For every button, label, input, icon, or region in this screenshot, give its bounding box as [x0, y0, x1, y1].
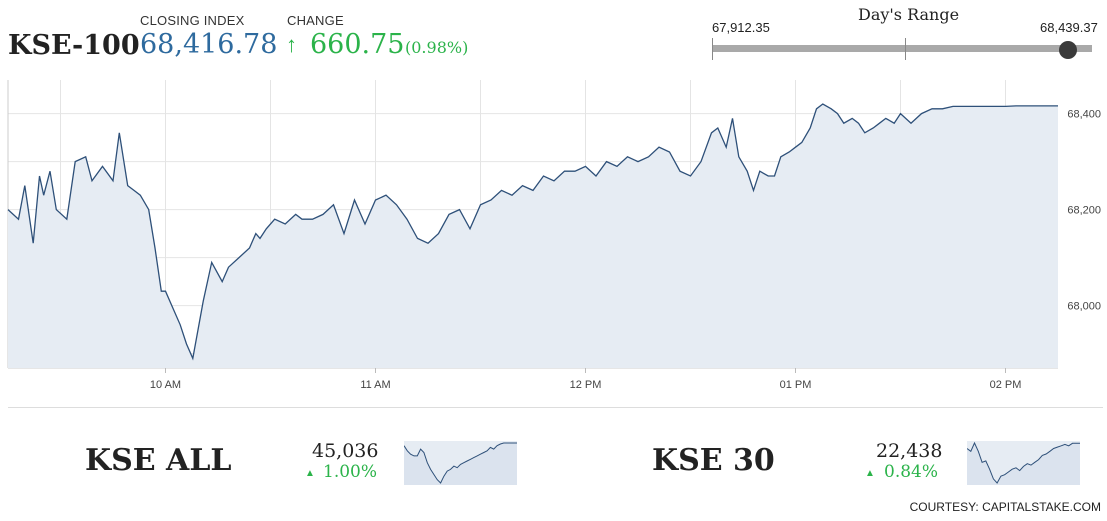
x-tick-label: 01 PM: [780, 379, 812, 391]
kse-30-value: 22,438: [876, 440, 943, 462]
x-tick-label: 12 PM: [570, 379, 602, 391]
days-range-title: Day's Range: [858, 5, 960, 24]
kse-30-sparkline: [967, 441, 1080, 485]
sparkline-area: [404, 443, 517, 485]
kse-all-change: 1.00%: [323, 462, 378, 482]
days-range-high: 68,439.37: [1040, 20, 1098, 35]
up-triangle-icon: ▲: [305, 468, 315, 479]
days-range-tick: [712, 38, 713, 60]
y-tick-label: 68,400: [1067, 109, 1101, 121]
kse-all-name: KSE ALL: [85, 443, 232, 478]
index-name: KSE-100: [8, 30, 140, 61]
up-arrow-icon: ↑: [286, 32, 297, 57]
y-tick-label: 68,000: [1067, 301, 1101, 313]
main-intraday-chart: 68,000 68,200 68,400 10 AM 11 AM 12 PM 01 PM 02…: [7, 80, 1101, 391]
divider: [8, 407, 1103, 408]
days-range-low: 67,912.35: [712, 20, 770, 35]
kse-all-sparkline: [404, 441, 517, 485]
closing-index-label: CLOSING INDEX: [140, 13, 245, 28]
days-range-tick: [905, 38, 906, 60]
days-range-bar: [712, 45, 1092, 52]
days-range-marker: [1059, 41, 1078, 59]
change-label: CHANGE: [287, 13, 344, 28]
closing-index-value: 68,416.78: [140, 29, 278, 60]
change-value: 660.75: [310, 29, 405, 60]
kse100-series-line: [7, 103, 1058, 361]
sparkline-line: [404, 442, 517, 484]
x-tick-label: 11 AM: [360, 379, 390, 391]
kse-30-name: KSE 30: [652, 443, 775, 478]
credit-text: COURTESY: CAPITALSTAKE.COM: [909, 500, 1101, 514]
sparkline-line: [967, 441, 1080, 484]
y-tick-label: 68,200: [1067, 205, 1101, 217]
change-percent: (0.98%): [405, 38, 469, 57]
sparkline-area: [967, 443, 1080, 485]
kse100-area: [8, 104, 1058, 368]
kse-30-change: 0.84%: [884, 462, 939, 482]
x-tick-label: 10 AM: [150, 379, 181, 391]
kse-all-value: 45,036: [312, 440, 379, 462]
up-triangle-icon: ▲: [865, 468, 875, 479]
x-tick-label: 02 PM: [990, 379, 1022, 391]
index-header: KSE-100 CLOSING INDEX CHANGE 68,416.78 ↑…: [0, 0, 1107, 70]
